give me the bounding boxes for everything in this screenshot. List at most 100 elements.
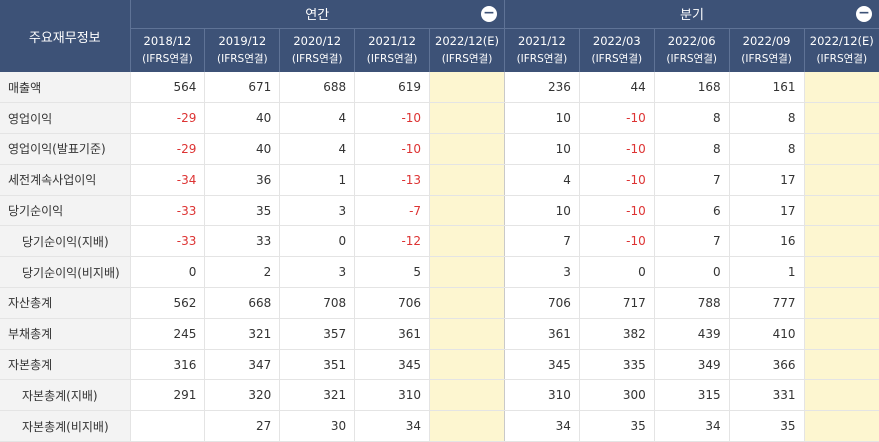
quarterly-value-cell: 3 bbox=[503, 256, 580, 289]
quarterly-value-cell: 410 bbox=[728, 318, 805, 350]
table-row: 매출액 564 671 688 619 236 44 168 161 bbox=[0, 72, 879, 104]
annual-value-cell bbox=[429, 256, 505, 289]
row-label: 부채총계 bbox=[0, 318, 130, 350]
annual-value-cell bbox=[429, 410, 505, 442]
accounting-basis-label: (IFRS연결) bbox=[142, 53, 193, 66]
annual-value-cell: -33 bbox=[129, 195, 205, 227]
row-label: 자산총계 bbox=[0, 287, 130, 319]
annual-value-cell: 706 bbox=[354, 287, 430, 319]
annual-value-cell: 564 bbox=[129, 72, 205, 104]
annual-value-cell: 291 bbox=[129, 379, 205, 412]
quarterly-value-cell: 777 bbox=[728, 287, 805, 319]
quarterly-value-cell bbox=[803, 379, 879, 412]
annual-value-cell: -10 bbox=[354, 102, 430, 135]
quarterly-group-label: 분기 bbox=[680, 8, 704, 24]
quarterly-value-cell: 1 bbox=[728, 256, 805, 289]
quarterly-value-cell: 44 bbox=[578, 72, 655, 104]
quarterly-value-cell: 35 bbox=[578, 410, 655, 442]
quarterly-value-cell bbox=[803, 349, 879, 381]
annual-value-cell: 708 bbox=[279, 287, 355, 319]
annual-value-cell: 40 bbox=[204, 133, 280, 165]
annual-period-header: 2019/12 (IFRS연결) bbox=[204, 27, 280, 72]
table-row: 자본총계 316 347 351 345 345 335 349 366 bbox=[0, 349, 879, 381]
period-label: 2020/12 bbox=[293, 34, 342, 49]
annual-value-cell bbox=[429, 195, 505, 227]
quarterly-value-cell: -10 bbox=[578, 195, 655, 227]
quarterly-value-cell: 439 bbox=[653, 318, 730, 350]
quarterly-group-header: 분기 − bbox=[503, 0, 879, 28]
quarterly-period-header: 2021/12 (IFRS연결) bbox=[503, 27, 580, 72]
quarterly-value-cell: 300 bbox=[578, 379, 655, 412]
annual-value-cell: 671 bbox=[204, 72, 280, 104]
accounting-basis-label: (IFRS연결) bbox=[217, 53, 268, 66]
annual-value-cell bbox=[129, 410, 205, 442]
row-label: 당기순이익(비지배) bbox=[0, 256, 130, 289]
table-row: 자본총계(비지배) 27 30 34 34 35 34 35 bbox=[0, 410, 879, 442]
quarterly-value-cell: 345 bbox=[503, 349, 580, 381]
period-label: 2021/12 bbox=[518, 34, 566, 49]
accounting-basis-label: (IFRS연결) bbox=[816, 53, 868, 66]
row-label: 영업이익 bbox=[0, 102, 130, 135]
quarterly-value-cell: 17 bbox=[728, 164, 805, 196]
quarterly-value-cell: 34 bbox=[503, 410, 580, 442]
table-row: 자산총계 562 668 708 706 706 717 788 777 bbox=[0, 287, 879, 319]
row-label: 당기순이익 bbox=[0, 195, 130, 227]
annual-value-cell: 321 bbox=[279, 379, 355, 412]
annual-value-cell: 5 bbox=[354, 256, 430, 289]
annual-value-cell: 3 bbox=[279, 195, 355, 227]
annual-value-cell bbox=[429, 287, 505, 319]
quarterly-value-cell: 717 bbox=[578, 287, 655, 319]
quarterly-value-cell: -10 bbox=[578, 225, 655, 258]
quarterly-value-cell: 8 bbox=[728, 133, 805, 165]
annual-period-header: 2022/12(E) (IFRS연결) bbox=[429, 27, 505, 72]
quarterly-value-cell: 788 bbox=[653, 287, 730, 319]
annual-value-cell: 0 bbox=[129, 256, 205, 289]
annual-value-cell: -29 bbox=[129, 133, 205, 165]
annual-group-label: 연간 bbox=[305, 8, 330, 24]
quarterly-value-cell: -10 bbox=[578, 164, 655, 196]
quarterly-value-cell: 236 bbox=[503, 72, 580, 104]
quarterly-value-cell: 349 bbox=[653, 349, 730, 381]
annual-value-cell: 361 bbox=[354, 318, 430, 350]
period-label: 2022/06 bbox=[667, 34, 716, 49]
annual-value-cell bbox=[429, 379, 505, 412]
quarterly-value-cell: 366 bbox=[728, 349, 805, 381]
annual-value-cell: 668 bbox=[204, 287, 280, 319]
annual-value-cell: -29 bbox=[129, 102, 205, 135]
table-row: 영업이익 -29 40 4 -10 10 -10 8 8 bbox=[0, 102, 879, 135]
period-label: 2021/12 bbox=[368, 34, 416, 49]
annual-value-cell: 36 bbox=[204, 164, 280, 196]
quarterly-value-cell bbox=[803, 225, 879, 258]
accounting-basis-label: (IFRS연결) bbox=[291, 53, 343, 66]
annual-value-cell: 345 bbox=[354, 349, 430, 381]
annual-value-cell: 4 bbox=[279, 133, 355, 165]
quarterly-value-cell: 331 bbox=[728, 379, 805, 412]
annual-value-cell: 4 bbox=[279, 102, 355, 135]
quarterly-period-header: 2022/12(E) (IFRS연결) bbox=[803, 27, 879, 72]
quarterly-collapse-minus-circle-icon[interactable]: − bbox=[856, 6, 872, 22]
accounting-basis-label: (IFRS연결) bbox=[666, 53, 717, 66]
quarterly-value-cell: 8 bbox=[653, 133, 730, 165]
annual-collapse-minus-circle-icon[interactable]: − bbox=[480, 6, 497, 22]
row-label: 매출액 bbox=[0, 72, 130, 104]
annual-value-cell: 619 bbox=[354, 72, 430, 104]
annual-value-cell bbox=[429, 102, 505, 135]
quarterly-value-cell: 0 bbox=[578, 256, 655, 289]
annual-value-cell: 320 bbox=[204, 379, 280, 412]
annual-value-cell bbox=[429, 349, 505, 381]
quarterly-value-cell bbox=[803, 410, 879, 442]
row-label: 당기순이익(지배) bbox=[0, 225, 130, 258]
accounting-basis-label: (IFRS연결) bbox=[591, 53, 643, 66]
quarterly-value-cell: 8 bbox=[728, 102, 805, 135]
annual-value-cell: 562 bbox=[129, 287, 205, 319]
annual-value-cell: 33 bbox=[204, 225, 280, 258]
annual-value-cell: 316 bbox=[129, 349, 205, 381]
annual-value-cell: -7 bbox=[354, 195, 430, 227]
row-label: 세전계속사업이익 bbox=[0, 164, 130, 196]
annual-value-cell: 1 bbox=[279, 164, 355, 196]
quarterly-value-cell bbox=[803, 133, 879, 165]
table-row: 자본총계(지배) 291 320 321 310 310 300 315 331 bbox=[0, 379, 879, 412]
annual-value-cell: -13 bbox=[354, 164, 430, 196]
annual-value-cell: 40 bbox=[204, 102, 280, 135]
